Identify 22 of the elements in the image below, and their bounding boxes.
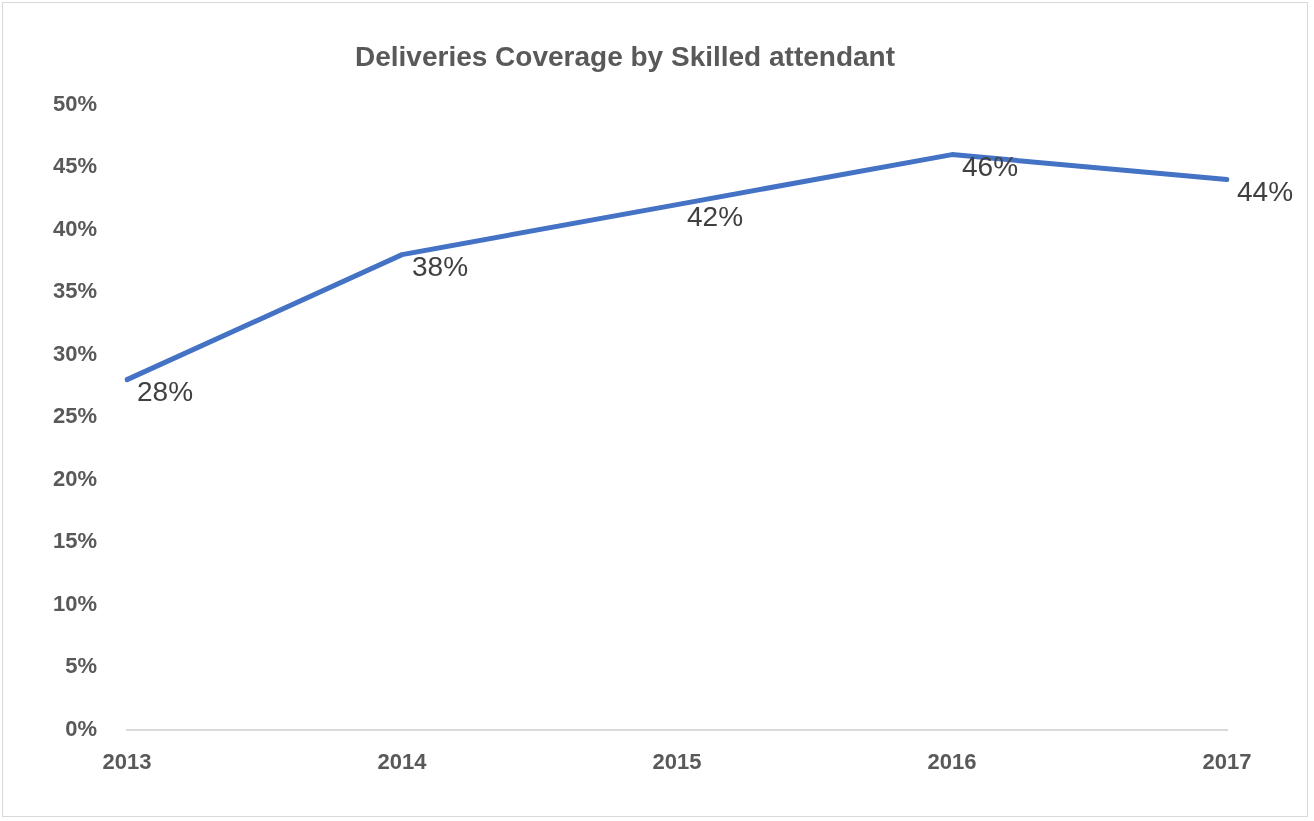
- data-label: 28%: [137, 376, 194, 408]
- y-tick-label: 25%: [52, 403, 98, 429]
- y-tick-label: 10%: [52, 590, 98, 616]
- x-tick-label: 2017: [1202, 748, 1252, 774]
- chart-title: Deliveries Coverage by Skilled attendant: [355, 40, 895, 72]
- x-tick-label: 2013: [102, 748, 152, 774]
- data-label: 42%: [687, 201, 744, 233]
- data-label: 46%: [962, 151, 1019, 183]
- y-tick-label: 5%: [65, 653, 98, 679]
- data-label: 44%: [1237, 176, 1294, 208]
- y-tick-label: 15%: [52, 528, 98, 554]
- x-tick-label: 2015: [652, 748, 702, 774]
- y-tick-label: 40%: [52, 215, 98, 241]
- x-tick-label: 2014: [377, 748, 428, 774]
- y-tick-label: 35%: [52, 278, 98, 304]
- y-tick-label: 30%: [52, 340, 98, 366]
- y-tick-label: 45%: [52, 153, 98, 179]
- y-tick-label: 50%: [52, 90, 98, 116]
- y-tick-label: 20%: [52, 465, 98, 491]
- y-tick-label: 0%: [65, 715, 98, 741]
- data-label: 38%: [412, 251, 469, 283]
- x-tick-label: 2016: [927, 748, 977, 774]
